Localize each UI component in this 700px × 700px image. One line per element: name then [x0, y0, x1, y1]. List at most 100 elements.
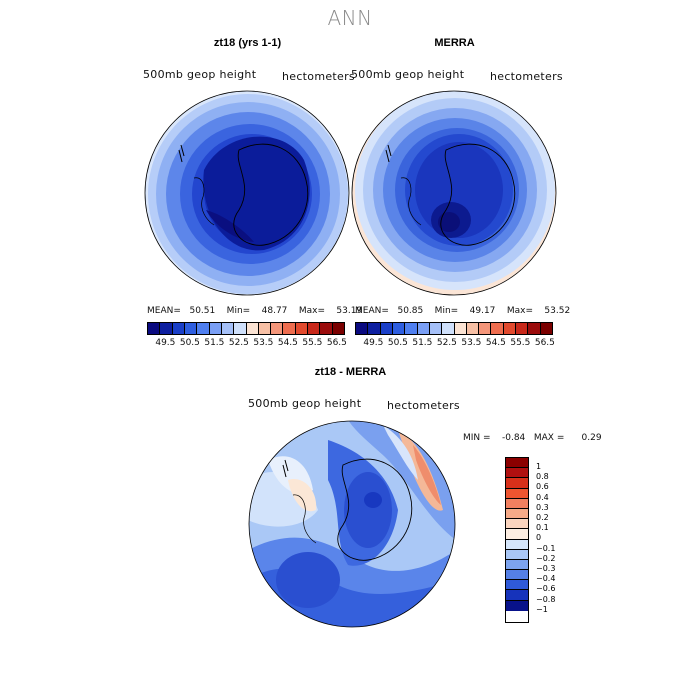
colorbar-cell	[506, 498, 528, 509]
colorbar-cell	[454, 323, 467, 334]
panel2-polar-map	[351, 90, 557, 296]
colorbar-cell	[209, 323, 222, 334]
colorbar-tick-label: 0.3	[536, 502, 549, 512]
colorbar-tick-label: 53.5	[253, 338, 274, 348]
panel3-polar-map	[248, 420, 456, 628]
panel3-units-label: hectometers	[387, 399, 460, 412]
colorbar-cell	[491, 323, 504, 334]
colorbar-cell	[160, 323, 173, 334]
colorbar-cell	[283, 323, 296, 334]
colorbar-cell	[380, 323, 393, 334]
panel1-units-label: hectometers	[282, 70, 355, 83]
colorbar-cell	[258, 323, 272, 334]
colorbar-tick-label: 0	[536, 533, 542, 543]
colorbar-tick-label: 50.5	[179, 338, 200, 348]
colorbar-cell	[308, 323, 321, 334]
colorbar-cell	[197, 323, 210, 334]
colorbar-cell	[405, 323, 418, 334]
colorbar-tick-label: 56.5	[534, 338, 555, 348]
colorbar-cell	[528, 323, 541, 334]
colorbar-cell	[466, 323, 480, 334]
colorbar-tick-label: 0.4	[536, 492, 549, 502]
panel2-title: MERRA	[434, 37, 475, 49]
colorbar-cell	[295, 323, 309, 334]
colorbar-cell	[320, 323, 333, 334]
colorbar-tick-label: 0.8	[536, 472, 549, 482]
colorbar-tick-label: −0.6	[536, 584, 556, 594]
colorbar-tick-label: 54.5	[277, 338, 298, 348]
colorbar-tick-label: 1	[536, 462, 542, 471]
colorbar-cell	[479, 323, 492, 334]
panel2-stats: MEAN= 50.85 Min= 49.17 Max= 53.52	[355, 306, 571, 316]
panel2-colorbar	[355, 322, 553, 335]
colorbar-cell	[506, 580, 528, 591]
colorbar-tick-label: −0.2	[536, 553, 556, 563]
colorbar-cell	[506, 549, 528, 560]
colorbar-cell	[506, 570, 528, 581]
colorbar-tick-label: 52.5	[436, 338, 457, 348]
colorbar-cell	[506, 529, 528, 540]
colorbar-cell	[221, 323, 235, 334]
colorbar-tick-label: 54.5	[485, 338, 506, 348]
colorbar-cell	[506, 519, 528, 530]
colorbar-cell	[506, 468, 528, 479]
colorbar-cell	[246, 323, 259, 334]
panel1-stats: MEAN= 50.51 Min= 48.77 Max= 53.19	[147, 306, 363, 316]
colorbar-cell	[429, 323, 443, 334]
colorbar-tick-label: 49.5	[155, 338, 176, 348]
panel3-colorbar	[505, 457, 529, 623]
panel3-title: zt18 - MERRA	[314, 366, 387, 378]
panel1-title: zt18 (yrs 1-1)	[213, 37, 282, 49]
colorbar-cell	[506, 458, 528, 469]
colorbar-tick-label: 0.6	[536, 482, 549, 492]
colorbar-cell	[356, 323, 369, 334]
panel1-variable-label: 500mb geop height	[143, 68, 257, 81]
colorbar-cell	[442, 323, 455, 334]
colorbar-cell	[392, 323, 406, 334]
main-title: ANN	[327, 6, 373, 30]
colorbar-cell	[271, 323, 284, 334]
colorbar-tick-label: 49.5	[363, 338, 384, 348]
colorbar-cell	[332, 323, 344, 334]
colorbar-cell	[506, 478, 528, 489]
colorbar-cell	[148, 323, 161, 334]
colorbar-cell	[417, 323, 430, 334]
colorbar-cell	[506, 488, 528, 499]
colorbar-cell	[540, 323, 552, 334]
colorbar-tick-label: −0.8	[536, 594, 556, 604]
panel2-colorbar-labels: 49.5 50.5 51.5 52.5 53.5 54.5 55.5 56.5	[355, 338, 555, 350]
colorbar-cell	[506, 508, 528, 520]
colorbar-tick-label: −0.1	[536, 543, 556, 553]
colorbar-tick-label: 55.5	[302, 338, 323, 348]
panel1-polar-map	[144, 90, 350, 296]
colorbar-tick-label: 52.5	[228, 338, 249, 348]
panel2-units-label: hectometers	[490, 70, 563, 83]
colorbar-tick-label: −1	[536, 604, 548, 614]
colorbar-tick-label: −0.3	[536, 564, 556, 573]
colorbar-cell	[506, 600, 528, 611]
colorbar-tick-label: 0.1	[536, 523, 549, 533]
colorbar-tick-label: 51.5	[412, 338, 433, 348]
panel3-stats: MIN = -0.84 MAX = 0.29	[463, 433, 602, 443]
panel1-colorbar	[147, 322, 345, 335]
colorbar-cell	[172, 323, 185, 334]
colorbar-cell	[516, 323, 529, 334]
panel2-variable-label: 500mb geop height	[351, 68, 465, 81]
colorbar-tick-label: 0.2	[536, 513, 549, 522]
colorbar-tick-label: 55.5	[510, 338, 531, 348]
panel3-colorbar-labels: 1 0.8 0.6 0.4 0.3 0.2 0.1 0 −0.1 −0.2 −0.3 −0.4 −0.6…	[536, 457, 576, 627]
colorbar-cell	[503, 323, 517, 334]
colorbar-tick-label: 50.5	[387, 338, 408, 348]
colorbar-cell	[506, 559, 528, 571]
colorbar-tick-label: 51.5	[204, 338, 225, 348]
colorbar-cell	[234, 323, 247, 334]
colorbar-cell	[184, 323, 198, 334]
colorbar-cell	[506, 590, 528, 601]
colorbar-cell	[506, 539, 528, 550]
colorbar-tick-label: 56.5	[326, 338, 347, 348]
colorbar-tick-label: −0.4	[536, 574, 556, 584]
colorbar-cell	[368, 323, 381, 334]
colorbar-tick-label: 53.5	[461, 338, 482, 348]
panel1-colorbar-labels: 49.5 50.5 51.5 52.5 53.5 54.5 55.5 56.5	[147, 338, 347, 350]
panel3-variable-label: 500mb geop height	[248, 397, 362, 410]
